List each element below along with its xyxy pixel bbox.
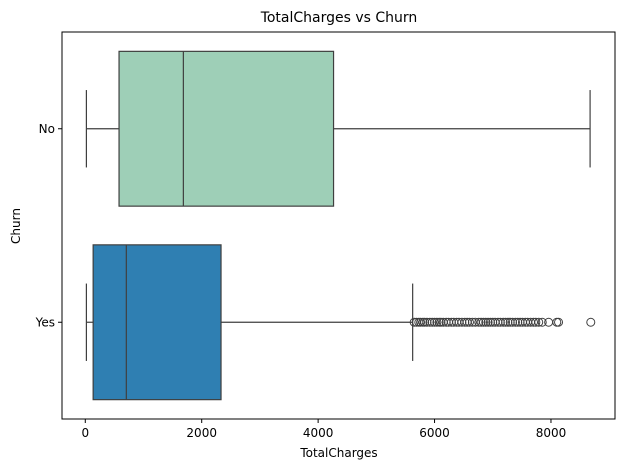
x-axis-label: TotalCharges <box>299 446 377 460</box>
y-tick-label: Yes <box>35 315 55 329</box>
outlier-point <box>476 317 486 327</box>
outlier-point <box>467 317 477 327</box>
chart-title: TotalCharges vs Churn <box>260 10 418 26</box>
outlier-point <box>552 317 562 327</box>
outlier-point <box>483 317 493 327</box>
outlier-point <box>427 317 437 327</box>
outlier-point <box>501 317 511 327</box>
x-tick-label: 6000 <box>419 426 450 440</box>
y-axis-label: Churn <box>9 208 23 244</box>
y-tick-label: No <box>39 122 55 136</box>
outlier-point <box>416 317 426 327</box>
outlier-point <box>409 317 419 327</box>
outlier-point <box>531 317 541 327</box>
outlier-point <box>529 317 539 327</box>
x-tick-label: 2000 <box>186 426 217 440</box>
plot-frame <box>61 31 616 420</box>
x-tick-label: 0 <box>81 426 89 440</box>
box-group-yes <box>85 244 596 401</box>
x-axis: 0 2000 4000 6000 8000 <box>81 419 566 440</box>
outlier-point <box>464 317 474 327</box>
outlier-point <box>425 317 435 327</box>
box-no <box>118 50 335 207</box>
outlier-point <box>510 317 520 327</box>
outlier-point <box>478 317 488 327</box>
outlier-point <box>586 317 596 327</box>
outlier-point <box>498 317 508 327</box>
outlier-point <box>534 317 544 327</box>
outlier-point <box>554 317 564 327</box>
box-group-no <box>85 50 591 207</box>
outlier-point <box>537 317 547 327</box>
plot-area <box>85 50 596 401</box>
outlier-point <box>432 317 442 327</box>
x-tick-label: 4000 <box>303 426 334 440</box>
outlier-point <box>481 317 491 327</box>
outlier-point <box>474 317 484 327</box>
box-yes <box>92 244 222 401</box>
x-tick-label: 8000 <box>536 426 567 440</box>
outlier-point <box>430 317 440 327</box>
y-axis: No Yes <box>35 122 62 329</box>
